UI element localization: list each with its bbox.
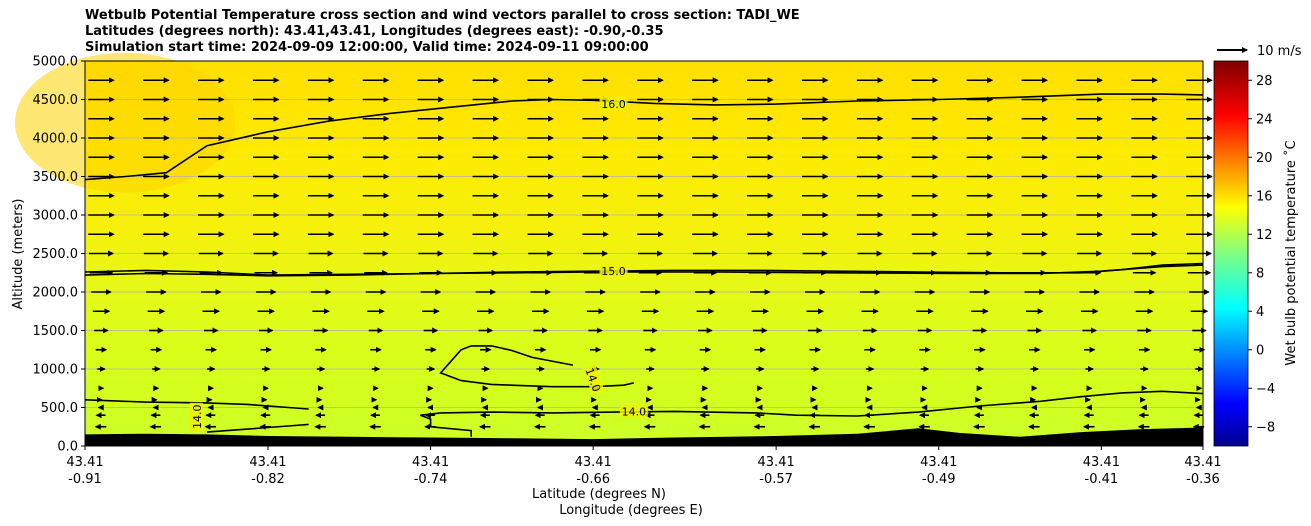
colorbar-tick-label: 24 <box>1256 112 1273 127</box>
x-tick-label-lat: 43.41 <box>575 455 612 470</box>
x-tick-label-lat: 43.41 <box>412 455 449 470</box>
terrain-mask <box>85 427 1203 446</box>
x-axis-label-latitude: Latitude (degrees N) <box>532 487 666 502</box>
chart-title-line-2: Latitudes (degrees north): 43.41,43.41, … <box>85 24 664 39</box>
x-tick-label-lat: 43.41 <box>1083 455 1120 470</box>
colorbar-tick-label: 20 <box>1256 151 1273 166</box>
contour-14-lower <box>420 390 1204 437</box>
y-tick-labels: 0.0 500.0 1000.0 1500.0 2000.0 2500.0 3000.0 35… <box>33 55 79 455</box>
x-tick-label-lat: 43.41 <box>1184 455 1221 470</box>
contour-label: 14.0 <box>622 405 647 418</box>
y-tick-label: 3500.0 <box>33 170 79 185</box>
x-tick-labels: 43.41 -0.91 43.41 -0.82 43.41 -0.74 43.41 -0.66… <box>66 455 1221 487</box>
y-tick-label: 1500.0 <box>33 324 79 339</box>
contour-label-bg <box>582 364 605 395</box>
colorbar-tick-label: 4 <box>1256 305 1264 320</box>
chart-title-line-1: Wetbulb Potential Temperature cross sect… <box>85 8 800 23</box>
colorbar-ticks: 28 24 20 16 12 8 4 0 −4 −8 <box>1248 74 1275 435</box>
colorbar-tick-label: 0 <box>1256 343 1264 358</box>
x-tick-label-lon: -0.82 <box>251 472 285 487</box>
y-tick-label: 2000.0 <box>33 286 79 301</box>
x-tick-label-lat: 43.41 <box>249 455 286 470</box>
y-axis-label: Altitude (meters) <box>11 199 26 310</box>
contour-14-bubble <box>439 345 634 388</box>
contour-labels: 16.015.014.014.014.0 <box>189 97 648 431</box>
reference-arrow-label: 10 m/s <box>1257 44 1302 59</box>
y-tick-label: 2500.0 <box>33 247 79 262</box>
x-axis-label-longitude: Longitude (degrees E) <box>559 503 703 518</box>
contour-label: 16.0 <box>601 98 626 111</box>
y-tick-label: 500.0 <box>41 401 78 416</box>
contour-label-bg <box>599 264 628 278</box>
wind-vectors <box>88 77 1213 430</box>
x-tick-label-lat: 43.41 <box>66 455 103 470</box>
y-tick-label: 4000.0 <box>33 132 79 147</box>
y-tick-label: 0.0 <box>57 440 78 455</box>
wind-reference-key: 10 m/s <box>1217 44 1302 59</box>
x-tick-label-lon: -0.41 <box>1085 472 1119 487</box>
colorbar: 28 24 20 16 12 8 4 0 −4 −8 Wet bulb potential tem… <box>1213 60 1299 447</box>
contour-label: 15.0 <box>601 265 626 278</box>
y-tick-label: 4500.0 <box>33 93 79 108</box>
x-tick-label-lon: -0.74 <box>414 472 448 487</box>
contour-label: 14.0 <box>191 404 204 429</box>
x-tick-label-lon: -0.91 <box>68 472 102 487</box>
y-tick-label: 1000.0 <box>33 363 79 378</box>
x-tick-label-lon: -0.66 <box>576 472 610 487</box>
x-tick-label-lat: 43.41 <box>920 455 957 470</box>
colorbar-tick-label: 8 <box>1256 266 1264 281</box>
contour-16 <box>84 93 1204 181</box>
contour-label-bg <box>619 404 648 418</box>
colorbar-tick-label: 28 <box>1256 74 1273 89</box>
warm-patch <box>15 52 235 193</box>
colorbar-tick-label: −8 <box>1256 420 1275 435</box>
colorbar-label: Wet bulb potential temperature ˚C <box>1283 140 1299 365</box>
x-tick-label-lon: -0.36 <box>1186 472 1220 487</box>
y-tick-label: 3000.0 <box>33 209 79 224</box>
x-tick-label-lon: -0.49 <box>922 472 956 487</box>
y-tick-label: 5000.0 <box>33 55 79 70</box>
plot-area: 16.015.014.014.014.0 <box>15 52 1213 447</box>
colorbar-tick-label: −4 <box>1256 382 1275 397</box>
chart-title-line-3: Simulation start time: 2024-09-09 12:00:… <box>85 40 649 55</box>
colorbar-gradient <box>1213 60 1249 447</box>
axes <box>81 60 1204 450</box>
x-tick-label-lat: 43.41 <box>758 455 795 470</box>
contour-label-bg <box>599 97 628 111</box>
contour-label-bg <box>189 402 203 431</box>
colorbar-tick-label: 12 <box>1256 228 1273 243</box>
x-tick-label-lon: -0.57 <box>759 472 793 487</box>
contour-14-left <box>84 399 309 410</box>
colorbar-tick-label: 16 <box>1256 189 1273 204</box>
